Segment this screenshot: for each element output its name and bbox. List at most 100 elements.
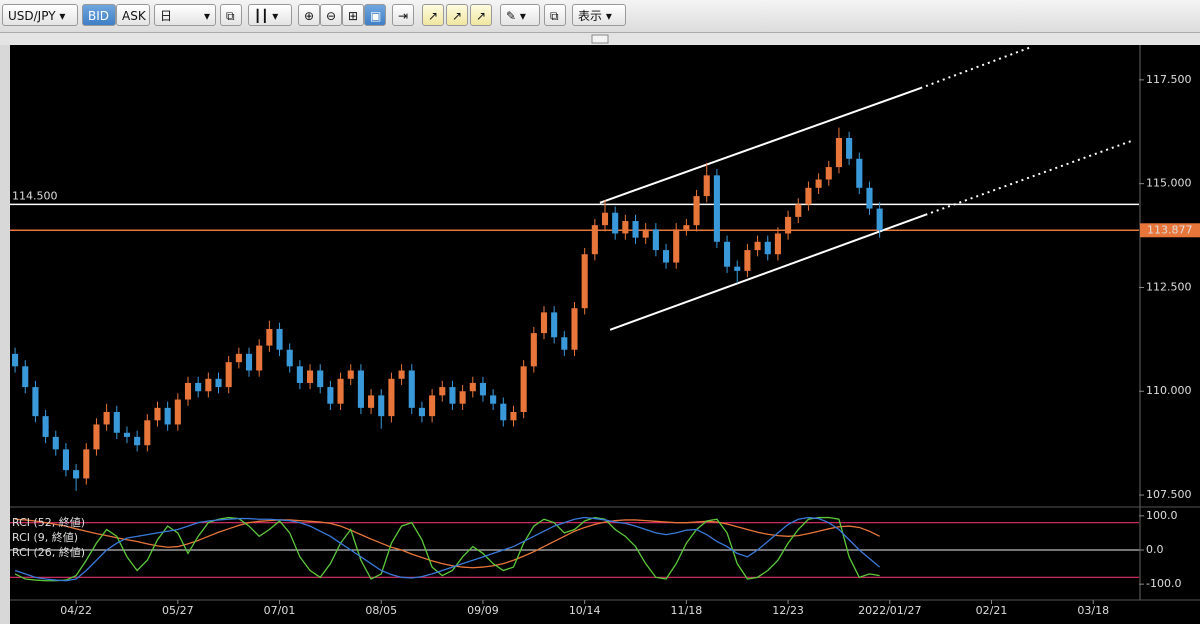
candle-body [500,403,507,421]
chart-background [10,45,1200,624]
candle-body [429,395,436,417]
candle-body [215,378,222,388]
symbol: USD/JPY [8,9,56,23]
candle-body [408,370,415,408]
draw-button[interactable]: ↗ [422,4,444,26]
candle-body [164,407,171,425]
y-tick-label: 100.0 [1146,509,1178,522]
candle-body [195,382,202,392]
x-tick-label: 09/09 [467,604,499,617]
candle-body [134,436,141,446]
collapse-button[interactable] [591,34,609,44]
chart-type-button[interactable]: ┃┃ ▾ [248,4,292,26]
legend-entry: RCI (52, 終値) [12,515,85,529]
panel-button[interactable]: ▣ [364,4,386,26]
zoom-in-button[interactable]: ⊕ [298,4,320,26]
trend-line [919,45,1033,90]
scroll-button[interactable]: ⇥ [392,4,414,26]
candle-body [510,412,517,421]
y-tick-label: 115.000 [1146,177,1192,190]
x-tick-label: 04/22 [60,604,92,617]
price-label: 113.877 [1147,223,1193,236]
candle-body [93,424,100,450]
candle-body [520,366,527,413]
candle-body [866,187,873,209]
y-tick-label: 112.500 [1146,280,1192,293]
candle-body [469,382,476,392]
candle-body [388,378,395,417]
candle-body [398,370,405,379]
candle-body [245,353,253,371]
candle-body [632,221,639,238]
candle-body [368,395,375,408]
bid: BID [88,9,110,23]
rci-line [15,518,880,569]
candle-body [378,395,385,417]
candle-body [693,196,700,226]
candle-body [876,208,883,231]
candle-body [815,179,822,188]
candle-body [551,312,558,338]
candle-body [337,378,344,404]
draw-button[interactable]: ↗ [470,4,492,26]
rci-line [14,516,880,582]
copy-button[interactable]: ⧉ [544,4,566,26]
x-tick-label: 2022/01/27 [858,604,921,617]
candle-body [103,412,110,425]
x-tick-label: 02/21 [976,604,1008,617]
pen-button[interactable]: ✎ ▾ [500,4,540,26]
candle-body [856,158,863,188]
legend-entry: RCI (9, 終値) [12,530,78,544]
candle-body [683,225,690,230]
candle-body [12,353,19,367]
symbol-select[interactable]: USD/JPY ▾ [2,4,78,26]
candle-body [662,250,670,263]
toolbar: USD/JPY ▾ BID ASK 日 ▾ ⧉ ┃┃ ▾ ⊕ ⊖ ⊞ ▣ ⇥ ↗… [0,0,1200,33]
candle-body [113,412,120,433]
period-select[interactable]: 日 ▾ [154,4,216,26]
candle-body [835,137,843,168]
candle-body [449,387,456,404]
candle-body [459,391,466,404]
candle-body [296,366,303,383]
candle-body [601,212,609,226]
bid-button[interactable]: BID [82,4,116,26]
candle-body [357,370,364,408]
candle-body [734,266,741,271]
x-tick-label: 10/14 [569,604,601,617]
view: 表示 [578,9,603,23]
y-tick-label: 117.500 [1146,73,1192,86]
candle-body [642,229,649,238]
candle-body [591,225,598,255]
candle-body [530,333,537,367]
candle-body [744,250,751,271]
x-tick-label: 03/18 [1077,604,1109,617]
zoom-out-button[interactable]: ⊖ [320,4,342,26]
candle-body [235,353,242,363]
ask-button[interactable]: ASK [116,4,150,26]
candle-body [83,449,90,479]
y-tick-label: -100.0 [1146,577,1181,590]
candle-body [703,175,710,197]
candle-body [418,407,425,417]
x-tick-label: 07/01 [264,604,296,617]
legend-entry: RCI (26, 終値) [12,545,85,559]
icon-button[interactable]: ⧉ [220,4,242,26]
draw-button[interactable]: ↗ [446,4,468,26]
candle-body [123,432,131,437]
candle-body [22,366,29,388]
candle-body [286,349,293,367]
x-tick-label: 08/05 [365,604,397,617]
candle-body [805,187,812,205]
candle-body [205,378,212,392]
candle-body [795,204,802,217]
fit-button[interactable]: ⊞ [342,4,364,26]
candle-body [622,221,629,234]
view-select[interactable]: 表示 ▾ [572,4,626,26]
candle-body [540,312,548,334]
candle-body [266,328,273,346]
ask: ASK [122,9,146,23]
candle-body [439,387,446,396]
candle-body [561,337,568,350]
